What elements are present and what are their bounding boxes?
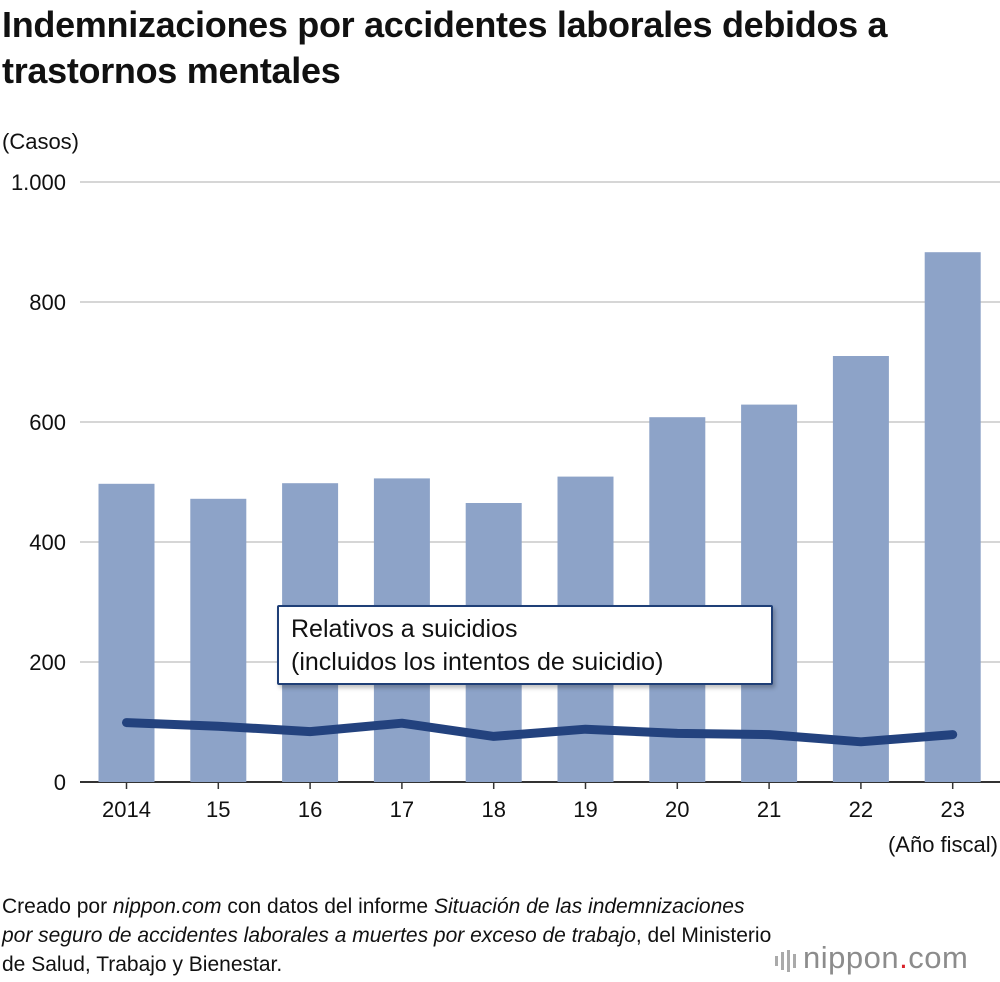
bars: [98, 252, 981, 782]
x-tick-label: 2014: [102, 797, 151, 822]
x-tick-label: 20: [665, 797, 689, 822]
bar-23: [924, 252, 981, 782]
y-tick-label: 800: [29, 290, 66, 315]
callout-line-2: (incluidos los intentos de suicidio): [291, 648, 664, 676]
callout-line-1: Relativos a suicidios: [291, 615, 518, 643]
source-suffix: , del Ministerio de Salud, Trabajo y Bie…: [2, 924, 772, 976]
logo-name: nippon: [803, 940, 900, 975]
source-site: nippon.com: [112, 895, 222, 918]
x-tick-label: 18: [481, 797, 505, 822]
x-tick-label: 23: [940, 797, 964, 822]
bar-chart: (Casos) 0 200 400 600 800 1.000 2014 15 16 17 18 1…: [2, 129, 1000, 857]
logo-mark-icon: [775, 949, 796, 972]
bar-22: [832, 356, 889, 782]
y-tick-label: 400: [29, 530, 66, 555]
callout-text: Relativos a suicidios (incluidos los int…: [291, 613, 663, 679]
y-tick-label: 1.000: [11, 170, 66, 195]
x-tick-label: 16: [298, 797, 322, 822]
chart-title: Indemnizaciones por accidentes laborales…: [2, 4, 888, 91]
x-tick-labels: 2014 15 16 17 18 19 20 21 22 23: [102, 782, 965, 822]
nippon-logo: nippon.com: [775, 940, 968, 976]
y-tick-label: 600: [29, 410, 66, 435]
bar-2014: [98, 483, 155, 782]
x-axis-label: (Año fiscal): [888, 832, 998, 857]
suicide-callout: Relativos a suicidios (incluidos los int…: [277, 605, 773, 720]
x-tick-label: 22: [849, 797, 873, 822]
x-tick-label: 21: [757, 797, 781, 822]
bar-20: [649, 417, 706, 782]
y-tick-label: 200: [29, 650, 66, 675]
source-note: Creado por nippon.com con datos del info…: [2, 892, 772, 979]
x-tick-label: 19: [573, 797, 597, 822]
suicide-line: [122, 718, 958, 747]
x-tick-label: 17: [390, 797, 414, 822]
bar-21: [741, 404, 798, 782]
source-middle: con datos del informe: [221, 895, 434, 918]
bar-15: [190, 498, 247, 782]
y-tick-labels: 0 200 400 600 800 1.000: [11, 170, 66, 795]
source-prefix: Creado por: [2, 895, 113, 918]
x-tick-label: 15: [206, 797, 230, 822]
logo-dot: .: [899, 940, 909, 975]
source-report: Situación de las indemnizaciones por seg…: [2, 895, 745, 947]
y-tick-label: 0: [54, 770, 66, 795]
line-series-suicides: [122, 718, 958, 747]
logo-tld: com: [908, 940, 969, 975]
y-axis-label: (Casos): [2, 129, 79, 154]
